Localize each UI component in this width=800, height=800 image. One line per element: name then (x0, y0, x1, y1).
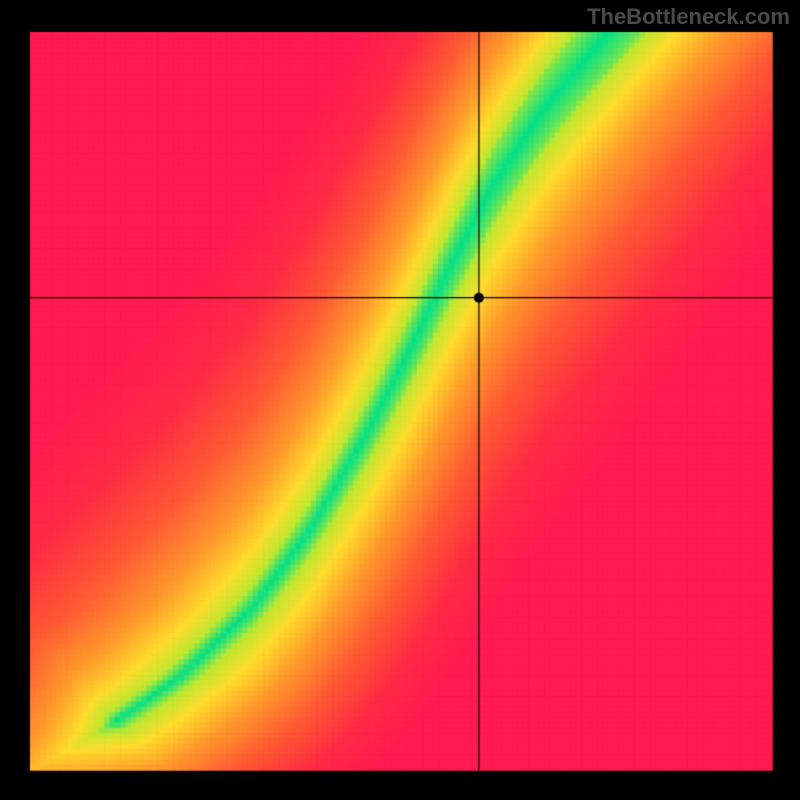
bottleneck-heatmap (0, 0, 800, 800)
chart-container: TheBottleneck.com (0, 0, 800, 800)
watermark-text: TheBottleneck.com (587, 4, 790, 30)
